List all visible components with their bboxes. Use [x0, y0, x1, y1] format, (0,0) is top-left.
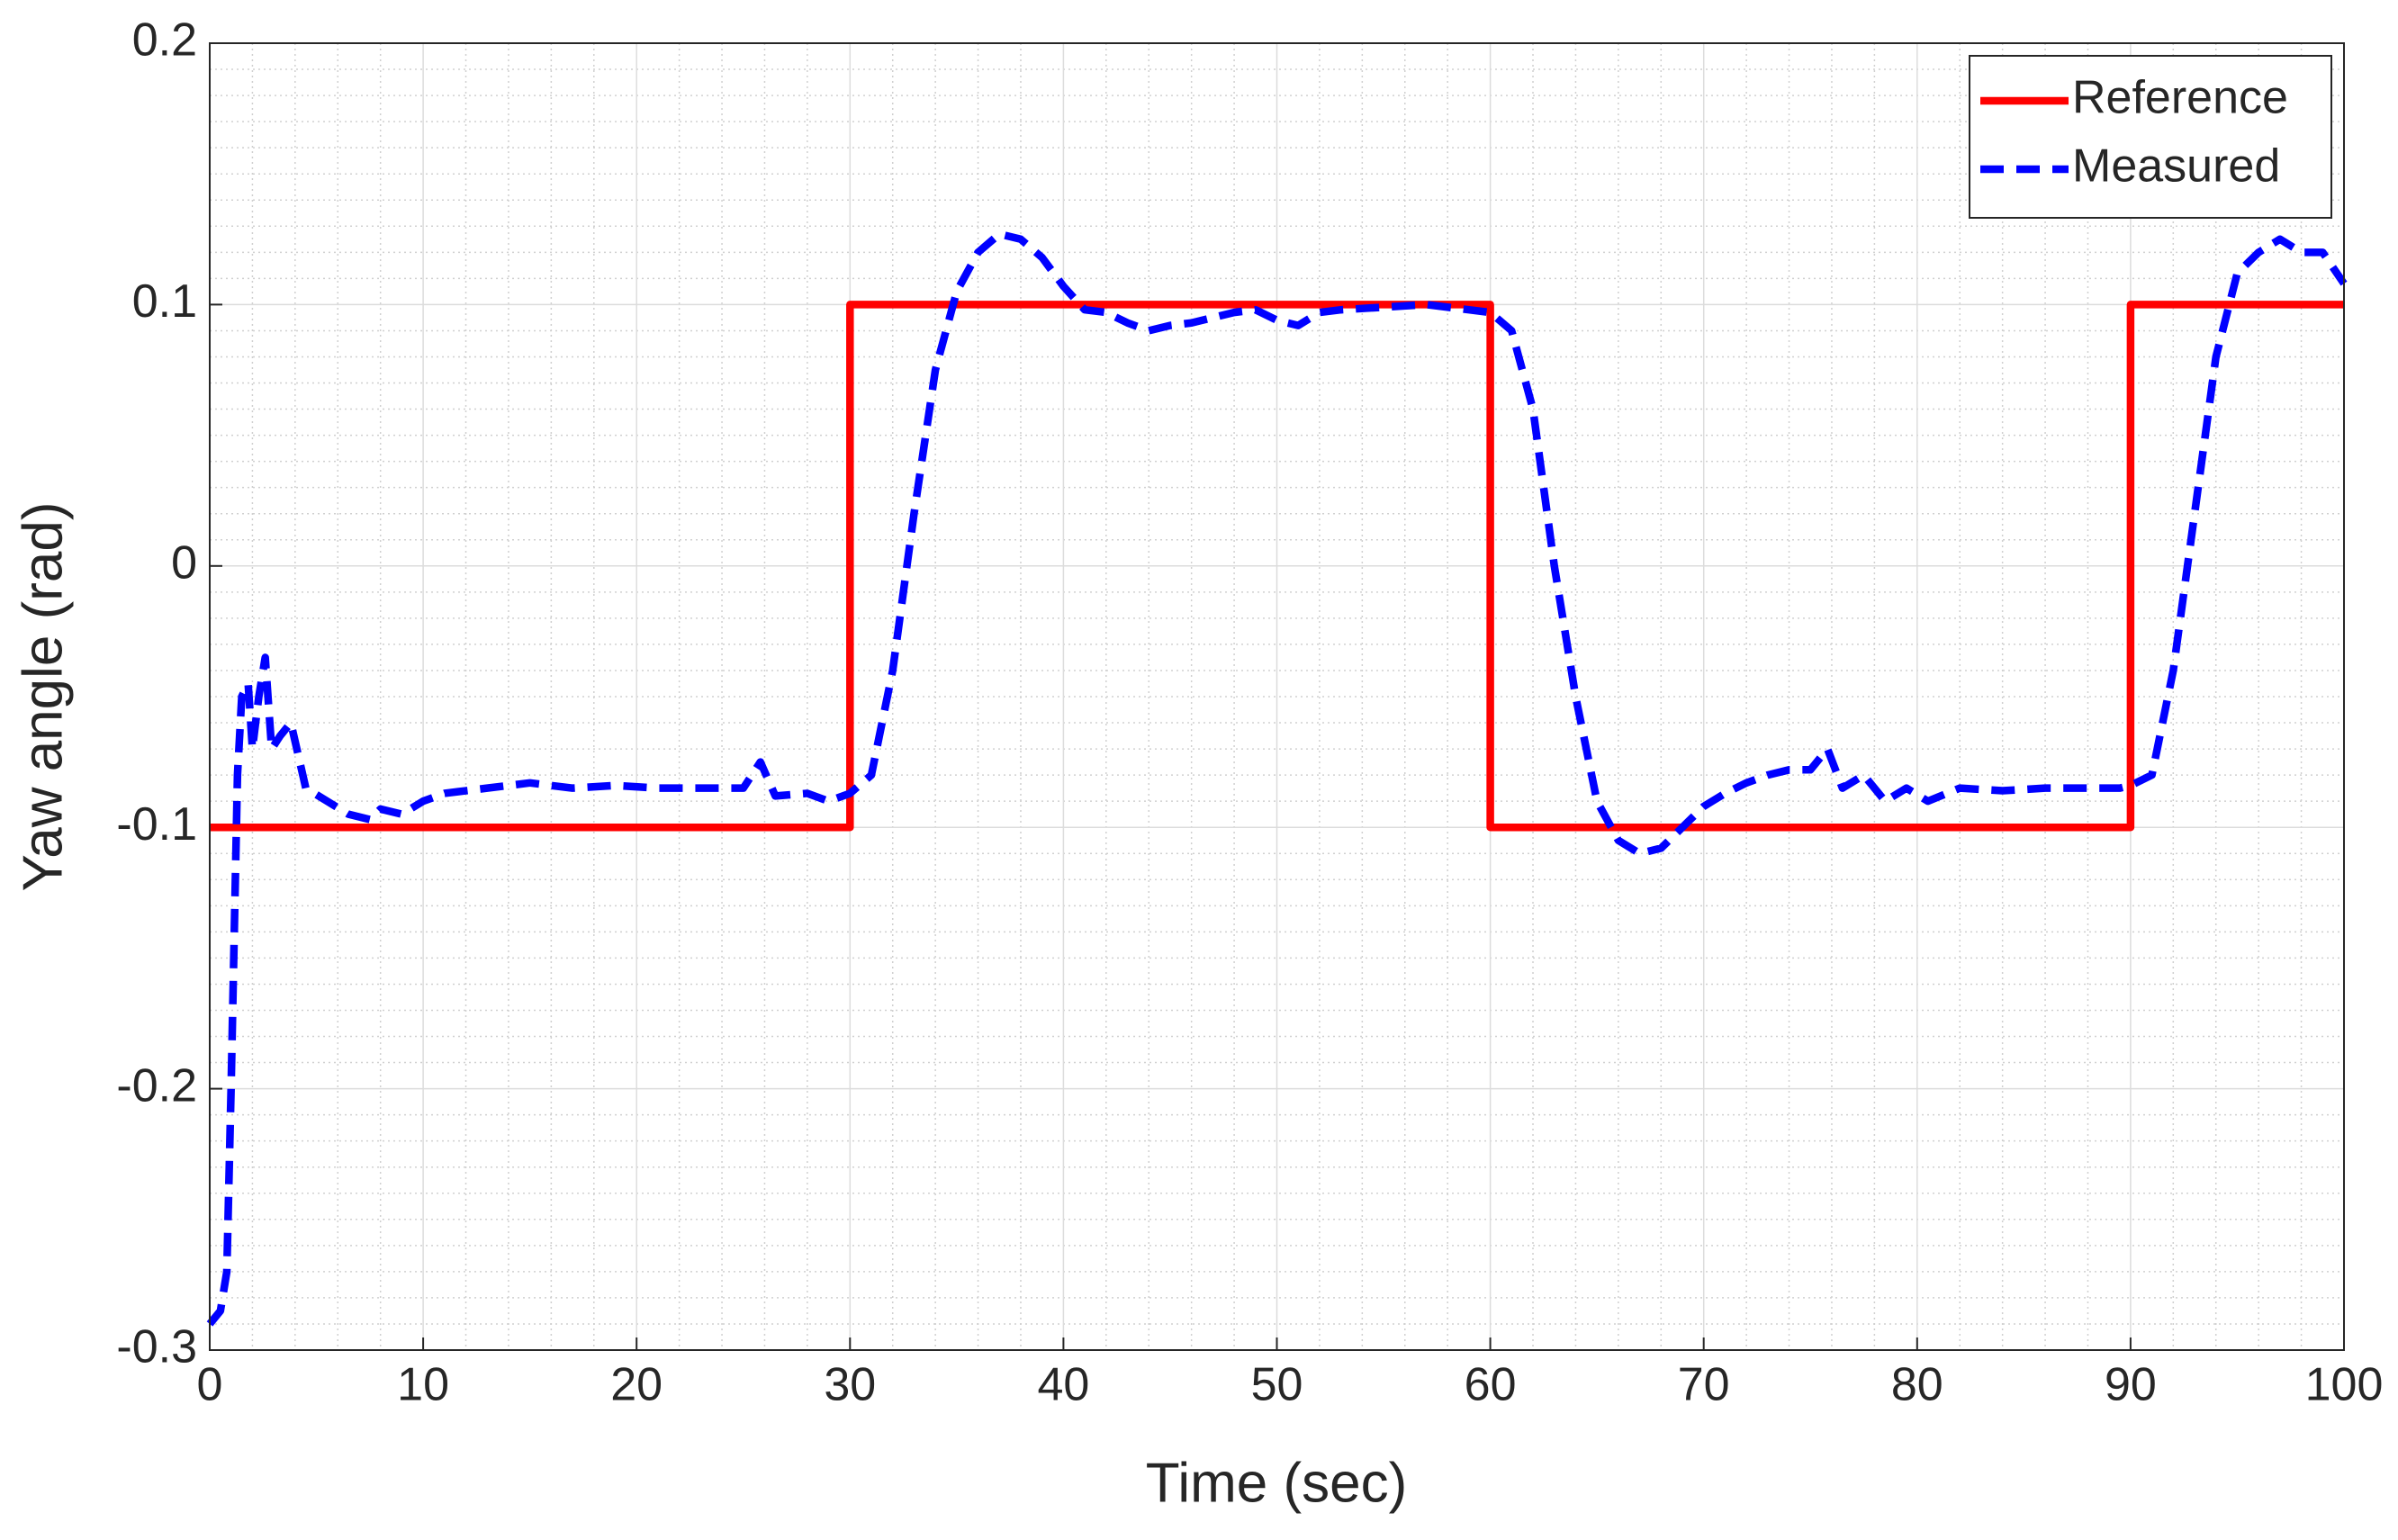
y-tick-label: 0.1	[132, 275, 197, 328]
y-tick-label: -0.3	[116, 1321, 197, 1373]
x-tick-label: 10	[397, 1359, 449, 1411]
x-tick-label: 0	[197, 1359, 223, 1411]
y-tick-label: -0.2	[116, 1059, 197, 1112]
x-tick-label: 30	[824, 1359, 876, 1411]
x-tick-label: 50	[1251, 1359, 1303, 1411]
y-tick-label: -0.1	[116, 798, 197, 851]
axes-box	[209, 42, 2345, 1351]
x-tick-label: 20	[610, 1359, 663, 1411]
x-tick-label: 80	[1891, 1359, 1943, 1411]
x-axis-label: Time (sec)	[1146, 1452, 1407, 1514]
legend-label: Reference	[2072, 72, 2288, 124]
x-tick-label: 60	[1465, 1359, 1517, 1411]
series-line	[206, 230, 2348, 1327]
x-tick-label: 90	[2105, 1359, 2157, 1411]
y-axis-label: Yaw angle (rad)	[12, 501, 74, 891]
legend-box	[1969, 55, 2332, 219]
y-tick-label: 0	[171, 537, 197, 590]
legend-label: Measured	[2072, 140, 2280, 193]
x-tick-label: 100	[2305, 1359, 2384, 1411]
y-tick-label: 0.2	[132, 14, 197, 67]
series-line	[210, 301, 2344, 832]
x-tick-label: 70	[1678, 1359, 1730, 1411]
x-tick-label: 40	[1037, 1359, 1089, 1411]
